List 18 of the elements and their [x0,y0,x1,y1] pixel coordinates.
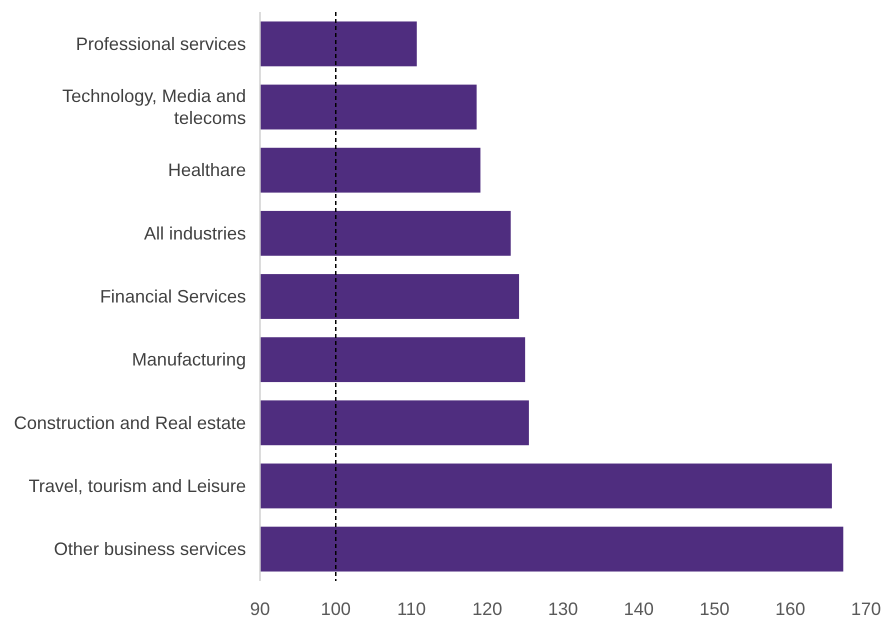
y-tick-label: Manufacturing [132,350,246,370]
x-tick-label: 140 [624,599,654,619]
y-tick-label: Construction and Real estate [14,412,246,433]
x-tick-label: 170 [850,599,882,619]
x-tick-label: 150 [699,599,730,619]
x-tick-label: 120 [472,599,502,619]
y-tick-label: Travel, tourism and Leisure [28,476,246,496]
y-tick-label: All industries [144,223,246,244]
x-tick-label: 90 [250,599,270,619]
x-tick-label: 130 [548,599,578,619]
y-tick-label: Financial Services [100,286,246,306]
x-tick-label: 110 [397,599,426,619]
y-tick-label: Technology, Media and telecoms [62,86,246,128]
x-tick-label: 160 [775,599,806,619]
y-tick-label: Professional services [76,34,246,54]
x-tick-label: 100 [320,599,351,619]
y-tick-label: Healthare [168,160,246,180]
y-tick-label: Other business services [54,539,246,560]
